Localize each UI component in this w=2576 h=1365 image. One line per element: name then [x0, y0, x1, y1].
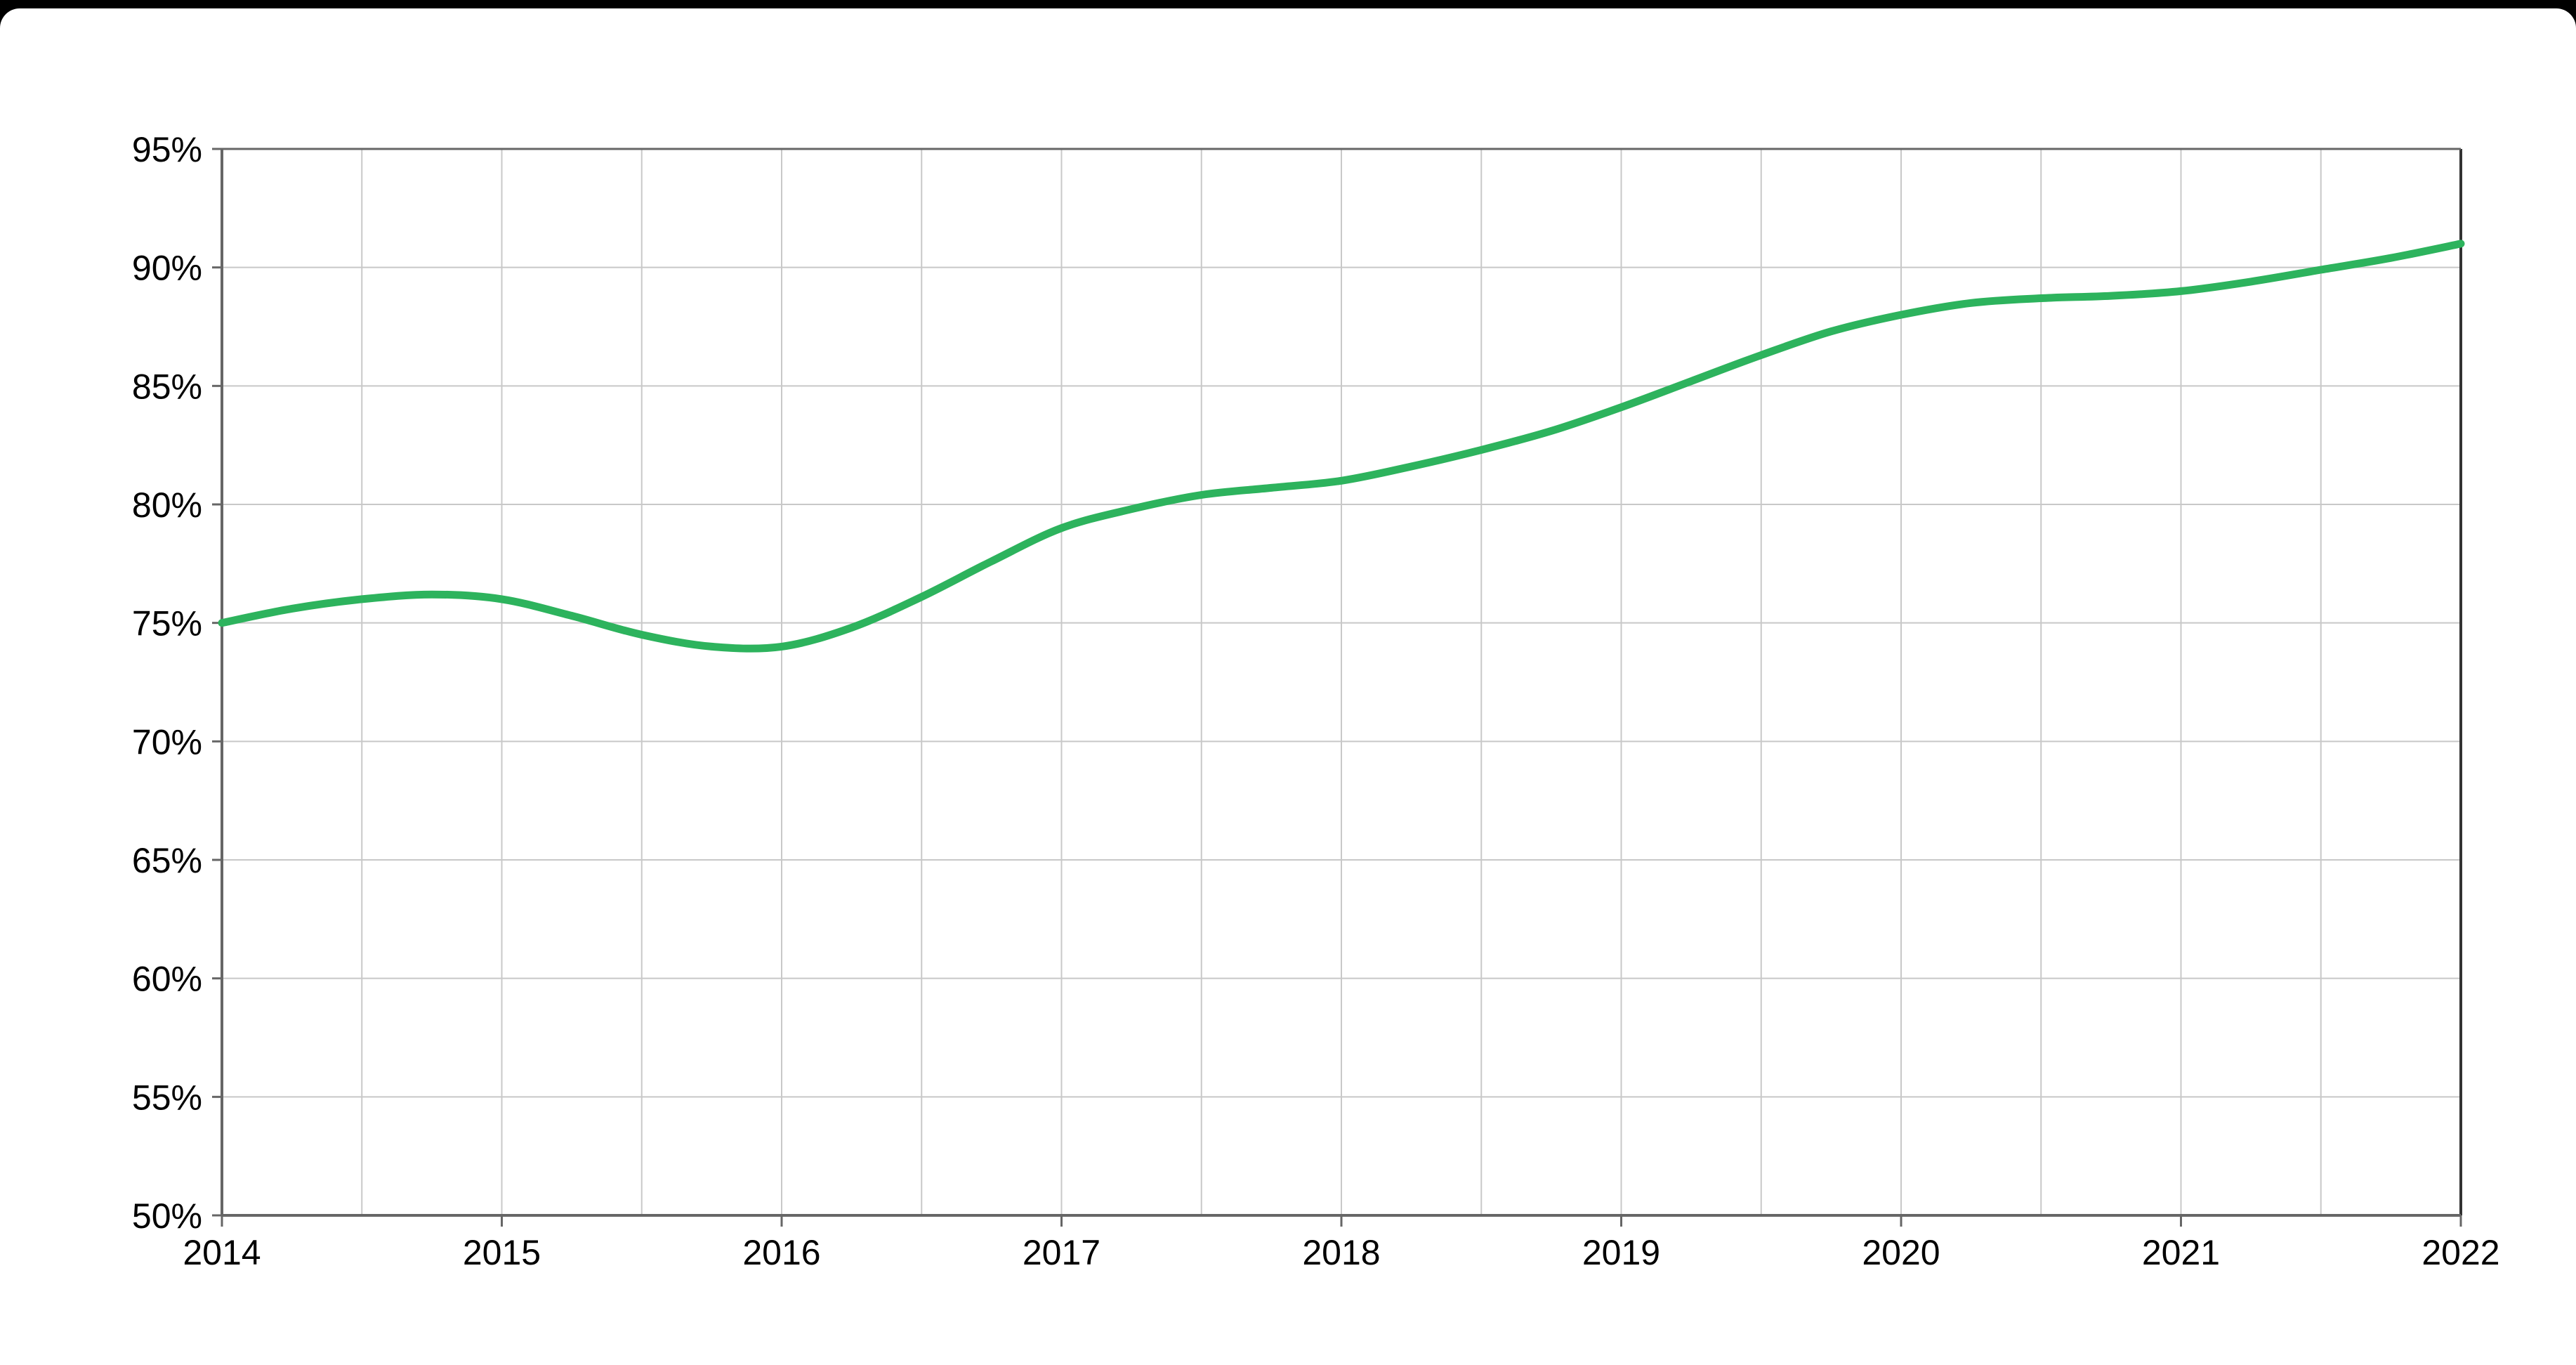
data-point	[778, 643, 785, 651]
data-point	[288, 605, 296, 613]
tick-labels: 50% 55% 60% 65% 70% 75% 80% 85% 90% 95% 2014 2015 20…	[132, 130, 2500, 1272]
data-point	[708, 643, 716, 651]
chart-background	[0, 8, 2576, 1365]
data-point	[218, 619, 225, 627]
y-tick-label: 50%	[132, 1196, 202, 1236]
x-tick-label: 2021	[2142, 1233, 2220, 1272]
data-point	[1268, 484, 1275, 492]
data-point	[1827, 327, 1835, 335]
x-tick-label: 2020	[1862, 1233, 1940, 1272]
data-point	[1338, 477, 1345, 485]
data-point	[2107, 292, 2115, 300]
y-tick-label: 65%	[132, 841, 202, 880]
y-tick-label: 75%	[132, 604, 202, 644]
data-point	[2037, 294, 2045, 302]
data-point	[1197, 491, 1205, 499]
data-point	[2247, 277, 2255, 285]
data-point	[1688, 377, 1695, 385]
data-point	[2457, 240, 2464, 247]
data-point	[638, 631, 645, 639]
data-point	[358, 595, 366, 603]
axes	[212, 148, 2462, 1227]
data-point	[1407, 463, 1415, 471]
y-tick-label: 90%	[132, 249, 202, 288]
gridlines	[221, 148, 2462, 1216]
data-point	[1478, 446, 1485, 454]
data-point	[2177, 287, 2185, 295]
data-point	[498, 595, 506, 603]
data-point	[1058, 524, 1065, 532]
x-tick-label: 2016	[742, 1233, 820, 1272]
data-point	[848, 624, 855, 632]
y-tick-label: 95%	[132, 130, 202, 169]
series-layer	[218, 240, 2465, 653]
data-point	[2387, 254, 2395, 262]
data-point	[2317, 266, 2325, 274]
x-tick-label: 2014	[183, 1233, 261, 1272]
y-tick-label: 55%	[132, 1078, 202, 1117]
data-point	[1967, 299, 1975, 307]
y-tick-label: 80%	[132, 485, 202, 525]
y-tick-label: 70%	[132, 722, 202, 762]
x-tick-label: 2022	[2421, 1233, 2499, 1272]
x-tick-label: 2018	[1302, 1233, 1380, 1272]
x-tick-label: 2015	[463, 1233, 541, 1272]
data-point	[987, 557, 995, 565]
data-point	[1898, 311, 1905, 319]
x-tick-label: 2017	[1023, 1233, 1100, 1272]
data-point	[918, 593, 926, 601]
data-point	[1547, 427, 1555, 435]
data-point	[1757, 351, 1765, 359]
y-tick-label: 85%	[132, 367, 202, 406]
y-tick-label: 60%	[132, 960, 202, 999]
data-point	[568, 612, 576, 620]
data-point	[428, 591, 435, 599]
data-point	[1128, 505, 1136, 513]
x-tick-label: 2019	[1582, 1233, 1660, 1272]
data-point	[1617, 403, 1625, 411]
